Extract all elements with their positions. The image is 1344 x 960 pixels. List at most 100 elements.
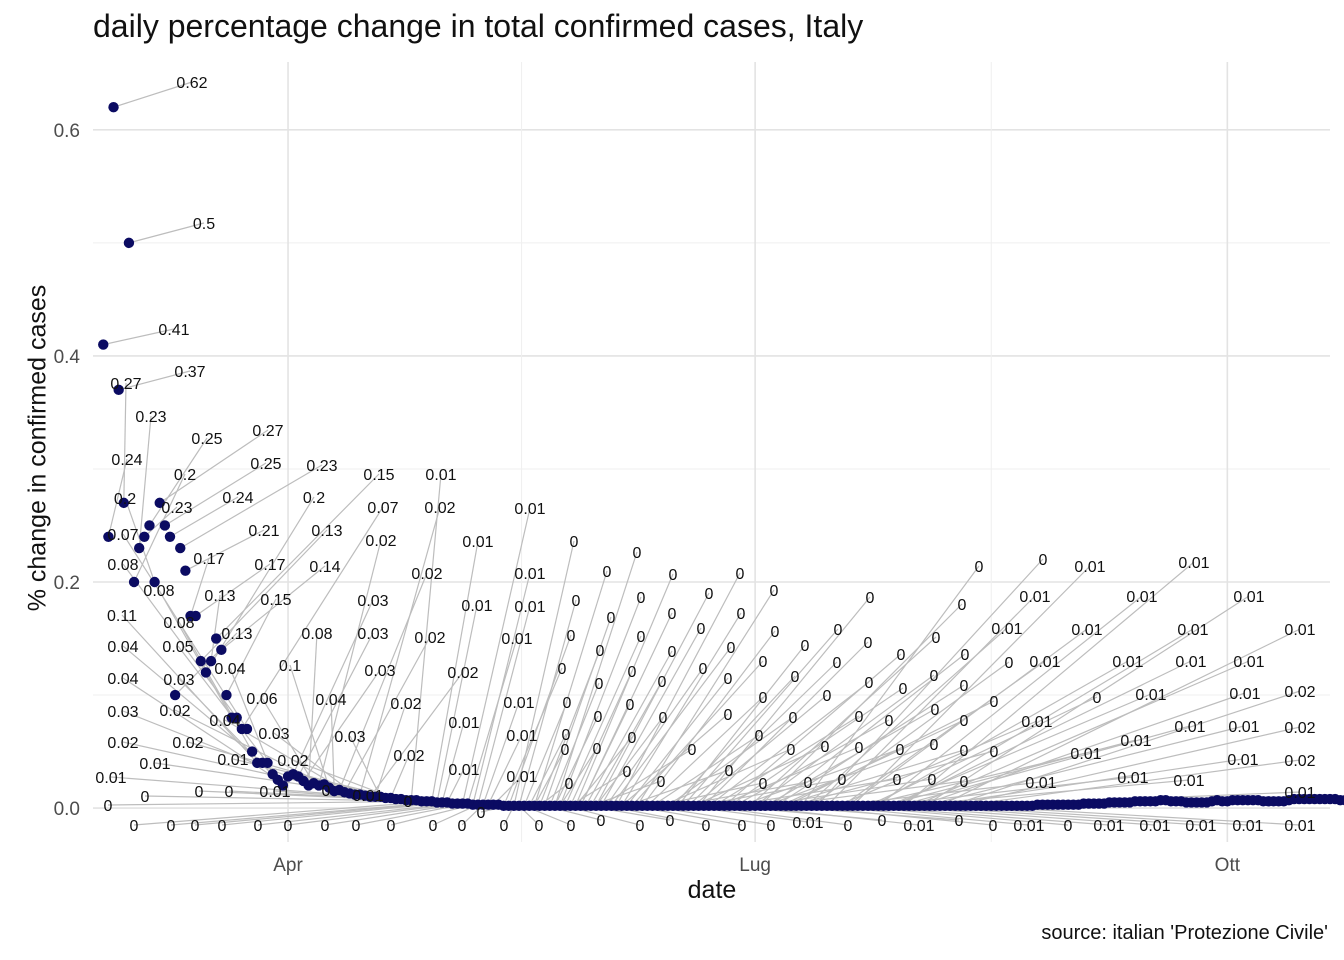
- data-label: 0: [767, 818, 776, 835]
- label-connector: [914, 660, 1250, 807]
- label-connector: [847, 628, 1088, 807]
- label-connector: [200, 529, 328, 662]
- label-connector: [229, 667, 274, 775]
- data-point: [210, 633, 222, 644]
- data-label: 0: [727, 640, 736, 657]
- data-label: 0: [659, 710, 668, 727]
- data-label: 0.01: [903, 818, 934, 835]
- data-label: 0: [705, 586, 714, 603]
- data-point: [113, 384, 124, 396]
- data-label: 0.01: [1177, 622, 1208, 639]
- data-label: 0.01: [1173, 773, 1204, 790]
- data-label: 0.01: [991, 621, 1022, 638]
- label-connector: [559, 747, 598, 807]
- label-connector: [170, 801, 437, 826]
- label-connector: [121, 614, 258, 764]
- label-connector: [585, 650, 673, 807]
- label-connector: [446, 768, 465, 803]
- label-connector: [646, 696, 764, 807]
- label-connector: [436, 604, 478, 803]
- data-label: 0.01: [1025, 775, 1056, 792]
- data-label: 0: [931, 702, 940, 719]
- label-connector: [124, 497, 156, 583]
- label-connector: [816, 558, 1044, 807]
- label-connector: [575, 736, 633, 807]
- label-connector: [133, 800, 432, 826]
- label-connector: [302, 669, 381, 782]
- y-tick-label: 0.6: [54, 121, 80, 142]
- data-label: 0.01: [1120, 733, 1151, 750]
- label-connector: [626, 677, 729, 807]
- label-connector: [569, 670, 633, 807]
- data-label: 0: [834, 622, 843, 639]
- label-connector: [369, 671, 464, 798]
- label-connector: [194, 801, 443, 826]
- data-label: 0: [990, 694, 999, 711]
- data-label: 0: [736, 566, 745, 583]
- data-label: 0: [724, 671, 733, 688]
- data-label: 0: [801, 638, 810, 655]
- data-label: 0.2: [303, 490, 325, 507]
- data-label: 0.01: [1071, 622, 1102, 639]
- data-label: 0.01: [506, 769, 537, 786]
- data-point: [164, 531, 176, 542]
- label-connector: [177, 645, 268, 764]
- label-connector: [595, 592, 710, 807]
- data-label: 0: [833, 655, 842, 672]
- y-tick-label: 0.0: [54, 799, 80, 820]
- data-label: 0: [429, 818, 438, 835]
- data-point: [169, 689, 181, 701]
- label-connector: [528, 733, 567, 807]
- data-label: 0.01: [448, 715, 479, 732]
- label-connector: [837, 720, 1038, 807]
- chart-title: daily percentage change in total confirm…: [93, 8, 864, 44]
- data-label: 0.01: [1228, 719, 1259, 736]
- data-point: [149, 576, 160, 588]
- label-connector: [713, 715, 860, 807]
- data-label: 0.02: [447, 665, 478, 682]
- data-label: 0.01: [1070, 746, 1101, 763]
- label-connector: [169, 496, 239, 538]
- data-label: 0: [668, 606, 677, 623]
- data-label: 0.2: [114, 491, 136, 508]
- data-label: 0: [597, 813, 606, 830]
- data-label: 0: [254, 818, 263, 835]
- data-label: 0: [885, 713, 894, 730]
- label-connector: [554, 715, 599, 807]
- label-connector: [441, 721, 465, 803]
- data-label: 0: [668, 644, 677, 661]
- label-connector: [960, 759, 1301, 807]
- label-connector: [574, 573, 674, 807]
- data-label: 0.01: [514, 566, 545, 583]
- label-connector: [128, 222, 205, 244]
- data-label: 0.17: [193, 551, 224, 568]
- data-point: [175, 542, 186, 554]
- label-connectors: [103, 81, 1301, 826]
- data-label: 0: [960, 743, 969, 760]
- data-point: [200, 667, 212, 678]
- data-point: [205, 655, 217, 667]
- label-connector: [158, 589, 233, 718]
- label-connector: [503, 667, 563, 807]
- label-connector: [667, 716, 794, 807]
- data-label: 0: [628, 730, 637, 747]
- label-connector: [148, 437, 208, 526]
- label-connector: [924, 595, 1250, 807]
- data-label: 0: [759, 776, 768, 793]
- data-point: [190, 610, 201, 622]
- data-label: 0.24: [222, 490, 253, 507]
- data-point: [195, 655, 206, 667]
- data-point: [246, 746, 258, 757]
- label-connector: [467, 637, 518, 804]
- label-connector: [257, 802, 453, 826]
- data-label: 0: [561, 742, 570, 759]
- data-label: 0: [897, 647, 906, 664]
- data-label: 0.03: [107, 704, 138, 721]
- label-connector: [431, 540, 479, 802]
- data-label: 0.02: [107, 735, 138, 752]
- data-label: 0.21: [248, 523, 279, 540]
- data-label: 0: [404, 794, 413, 811]
- data-label: 0: [1093, 690, 1102, 707]
- data-label: 0: [458, 818, 467, 835]
- data-label: 0: [628, 664, 637, 681]
